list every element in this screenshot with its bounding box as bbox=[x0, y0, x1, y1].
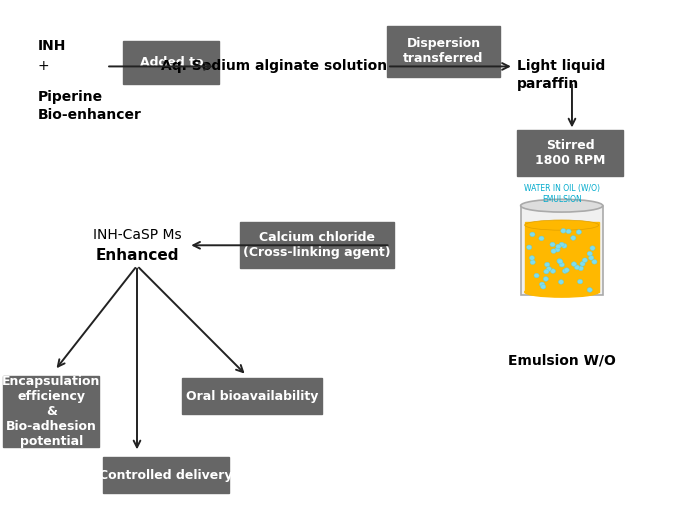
FancyBboxPatch shape bbox=[103, 457, 229, 493]
FancyBboxPatch shape bbox=[182, 378, 322, 414]
Ellipse shape bbox=[539, 236, 544, 241]
Text: Aq. Sodium alginate solution: Aq. Sodium alginate solution bbox=[161, 59, 387, 74]
Ellipse shape bbox=[550, 269, 556, 273]
Ellipse shape bbox=[571, 262, 577, 266]
Ellipse shape bbox=[530, 256, 534, 260]
Ellipse shape bbox=[558, 259, 563, 264]
Ellipse shape bbox=[543, 276, 549, 281]
Ellipse shape bbox=[559, 242, 564, 247]
Ellipse shape bbox=[540, 282, 545, 287]
Ellipse shape bbox=[587, 288, 593, 292]
FancyBboxPatch shape bbox=[240, 222, 394, 268]
Ellipse shape bbox=[576, 230, 582, 235]
Ellipse shape bbox=[564, 268, 569, 272]
Ellipse shape bbox=[566, 229, 571, 234]
Ellipse shape bbox=[588, 256, 594, 260]
Text: Encapsulation
efficiency
&
Bio-adhesion
potential: Encapsulation efficiency & Bio-adhesion … bbox=[2, 375, 101, 448]
Ellipse shape bbox=[578, 266, 584, 271]
Ellipse shape bbox=[592, 260, 597, 264]
Text: Emulsion W/O: Emulsion W/O bbox=[508, 353, 616, 367]
Text: Calcium chloride
(Cross-linking agent): Calcium chloride (Cross-linking agent) bbox=[243, 231, 390, 259]
FancyBboxPatch shape bbox=[517, 130, 623, 176]
Ellipse shape bbox=[590, 246, 595, 250]
Ellipse shape bbox=[559, 262, 564, 267]
Text: Controlled delivery: Controlled delivery bbox=[99, 469, 233, 482]
Text: +: + bbox=[38, 59, 49, 74]
Bar bbox=[521, 206, 603, 295]
Ellipse shape bbox=[561, 228, 566, 233]
Text: Bio-enhancer: Bio-enhancer bbox=[38, 108, 142, 122]
Ellipse shape bbox=[562, 269, 568, 273]
Ellipse shape bbox=[544, 269, 549, 274]
Ellipse shape bbox=[557, 259, 562, 263]
Ellipse shape bbox=[577, 280, 583, 284]
Ellipse shape bbox=[530, 232, 535, 237]
Text: Piperine: Piperine bbox=[38, 90, 103, 104]
Ellipse shape bbox=[525, 287, 599, 297]
Ellipse shape bbox=[530, 260, 535, 265]
Text: Oral bioavailability: Oral bioavailability bbox=[186, 389, 318, 403]
FancyBboxPatch shape bbox=[387, 26, 500, 77]
Ellipse shape bbox=[587, 251, 593, 256]
Ellipse shape bbox=[521, 199, 603, 212]
Ellipse shape bbox=[527, 245, 532, 249]
Text: Light liquid: Light liquid bbox=[517, 59, 606, 74]
Ellipse shape bbox=[571, 236, 576, 240]
Ellipse shape bbox=[545, 262, 550, 267]
Text: INH: INH bbox=[38, 39, 66, 53]
Ellipse shape bbox=[534, 273, 539, 278]
Ellipse shape bbox=[580, 262, 585, 266]
Ellipse shape bbox=[540, 285, 546, 289]
Text: Stirred
1800 RPM: Stirred 1800 RPM bbox=[535, 140, 606, 167]
Text: Dispersion
transferred: Dispersion transferred bbox=[403, 37, 484, 65]
Bar bbox=[525, 222, 599, 292]
Ellipse shape bbox=[575, 265, 580, 270]
Ellipse shape bbox=[551, 249, 556, 253]
Ellipse shape bbox=[547, 267, 551, 271]
Text: WATER IN OIL (W/O)
EMULSION: WATER IN OIL (W/O) EMULSION bbox=[524, 184, 599, 204]
Ellipse shape bbox=[582, 258, 588, 263]
Ellipse shape bbox=[550, 242, 555, 247]
Text: paraffin: paraffin bbox=[517, 77, 580, 91]
Ellipse shape bbox=[556, 244, 561, 249]
Ellipse shape bbox=[562, 244, 567, 248]
FancyBboxPatch shape bbox=[3, 376, 99, 447]
Ellipse shape bbox=[525, 220, 599, 230]
Ellipse shape bbox=[555, 247, 560, 252]
Text: Enhanced: Enhanced bbox=[95, 248, 179, 263]
Ellipse shape bbox=[558, 280, 564, 284]
Text: INH-CaSP Ms: INH-CaSP Ms bbox=[92, 228, 182, 242]
Text: Added to: Added to bbox=[140, 56, 203, 69]
FancyBboxPatch shape bbox=[123, 41, 219, 84]
